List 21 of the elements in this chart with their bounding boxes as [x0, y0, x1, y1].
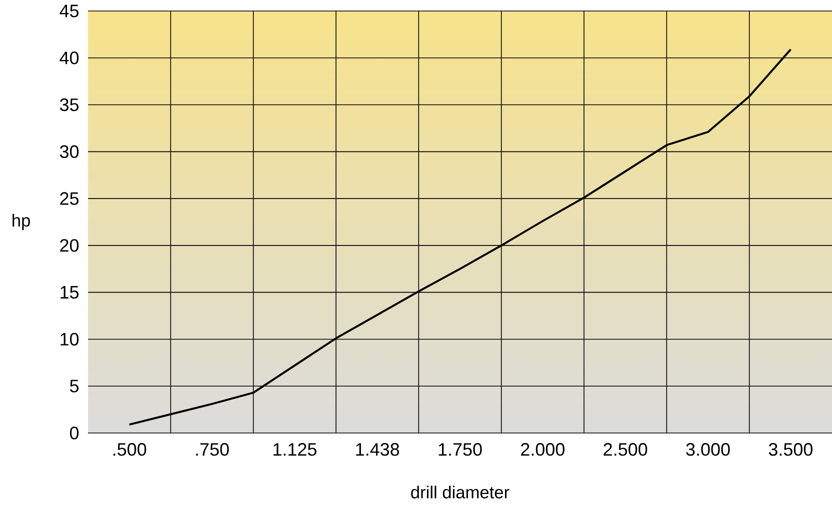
x-tick-label: 3.000 [686, 443, 730, 456]
x-tick-label: 1.125 [274, 443, 316, 456]
y-tick-label: 20 [60, 239, 79, 252]
x-tick-label: 2.500 [604, 443, 648, 456]
x-tick-label: .750 [196, 443, 229, 456]
x-tick-label: .500 [113, 443, 146, 456]
y-tick-label: 40 [60, 52, 79, 64]
y-tick-label: 15 [60, 286, 79, 299]
y-axis-title: hp [12, 214, 30, 230]
x-tick-label: 1.750 [438, 443, 482, 456]
y-tick-label: 5 [70, 380, 79, 392]
y-tick-label: 35 [60, 98, 79, 112]
x-tick-label: 3.500 [768, 443, 812, 456]
x-axis-title: drill diameter [411, 486, 510, 498]
x-tick-label: 1.438 [356, 443, 400, 456]
y-tick-label: 45 [60, 4, 79, 18]
y-tick-label: 25 [60, 192, 79, 205]
y-tick-label: 0 [70, 426, 79, 440]
x-tick-label: 2.000 [521, 443, 564, 456]
y-tick-label: 10 [60, 332, 79, 346]
y-tick-label: 30 [60, 145, 79, 158]
